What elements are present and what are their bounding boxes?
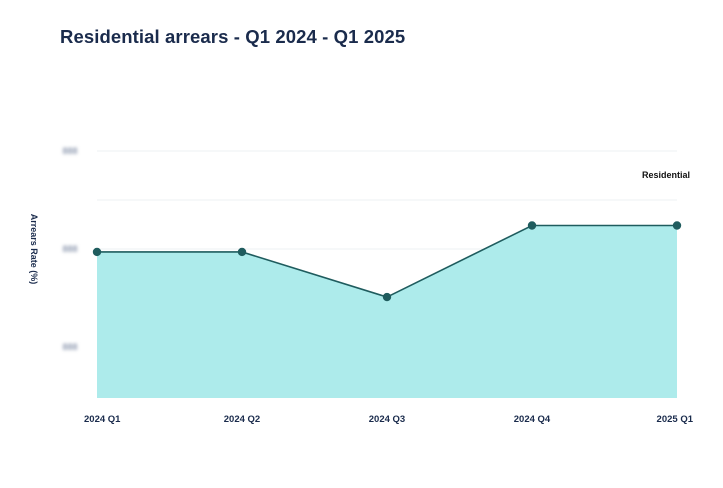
area-layer: [97, 225, 677, 398]
x-axis-ticks: 2024 Q1 2024 Q2 2024 Q3 2024 Q4 2025 Q1: [84, 414, 694, 425]
y-tick-label: 888: [62, 146, 77, 156]
y-axis-ticks: 888 888 888: [62, 146, 77, 352]
y-axis-label: Arrears Rate (%): [29, 214, 39, 285]
data-point[interactable]: [382, 292, 392, 302]
marker-layer: [92, 221, 682, 302]
data-point[interactable]: [92, 247, 102, 257]
series-label-residential: Residential: [642, 170, 690, 180]
data-point[interactable]: [672, 221, 682, 230]
x-tick-label: 2024 Q4: [514, 414, 551, 425]
chart-title: Residential arrears - Q1 2024 - Q1 2025: [60, 26, 406, 47]
x-tick-label: 2024 Q3: [369, 414, 405, 425]
data-point[interactable]: [237, 247, 247, 257]
x-tick-label: 2025 Q1: [657, 414, 694, 425]
series-area-residential: [97, 225, 677, 398]
x-tick-label: 2024 Q2: [224, 414, 260, 425]
y-tick-label: 888: [62, 244, 77, 254]
y-tick-label: 888: [62, 342, 77, 352]
x-tick-label: 2024 Q1: [84, 414, 121, 425]
data-point[interactable]: [527, 221, 537, 230]
